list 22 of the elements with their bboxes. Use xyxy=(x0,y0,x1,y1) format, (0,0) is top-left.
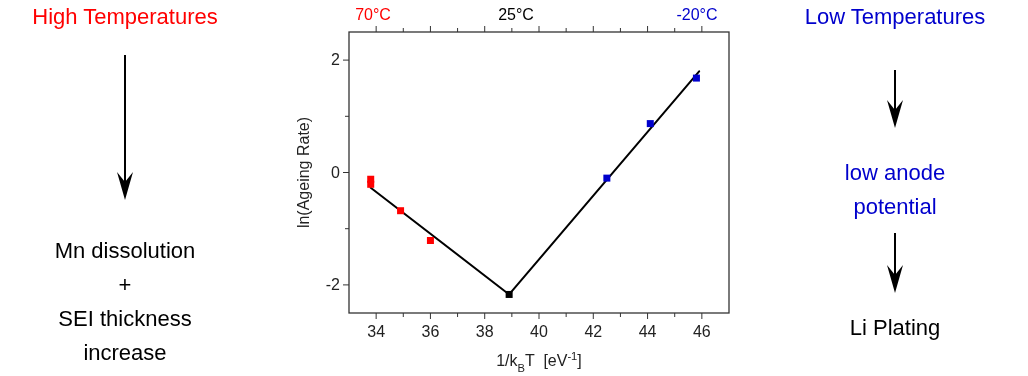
x-tick-label: 40 xyxy=(530,323,548,340)
y-tick-label: 0 xyxy=(331,163,341,181)
x-tick-label: 46 xyxy=(692,323,711,340)
text: High Temperatures xyxy=(32,4,218,29)
text: 70°C xyxy=(355,6,391,23)
text: Low Temperatures xyxy=(804,4,986,29)
text: Li Plating xyxy=(849,315,941,340)
y-tick-label: 2 xyxy=(331,51,341,69)
text: SEI thickness increase xyxy=(58,306,192,365)
x-tick-label: 36 xyxy=(421,323,440,340)
x-tick-label: 38 xyxy=(475,323,494,340)
x-axis-title: 1/k$_{B}$T [eV$^{-1}$] xyxy=(496,350,582,374)
x-tick-label: 42 xyxy=(584,323,603,340)
x-tick-label: 34 xyxy=(367,323,386,340)
y-axis-title: ln(Ageing Rate) xyxy=(295,116,312,229)
text: Mn dissolution xyxy=(54,238,196,263)
x-tick-label: 44 xyxy=(638,323,657,340)
y-tick-label: -2 xyxy=(325,275,341,293)
text: low anode potential xyxy=(844,160,946,219)
text: + xyxy=(118,272,132,297)
text: -20°C xyxy=(676,6,718,23)
text: 25°C xyxy=(498,6,534,23)
